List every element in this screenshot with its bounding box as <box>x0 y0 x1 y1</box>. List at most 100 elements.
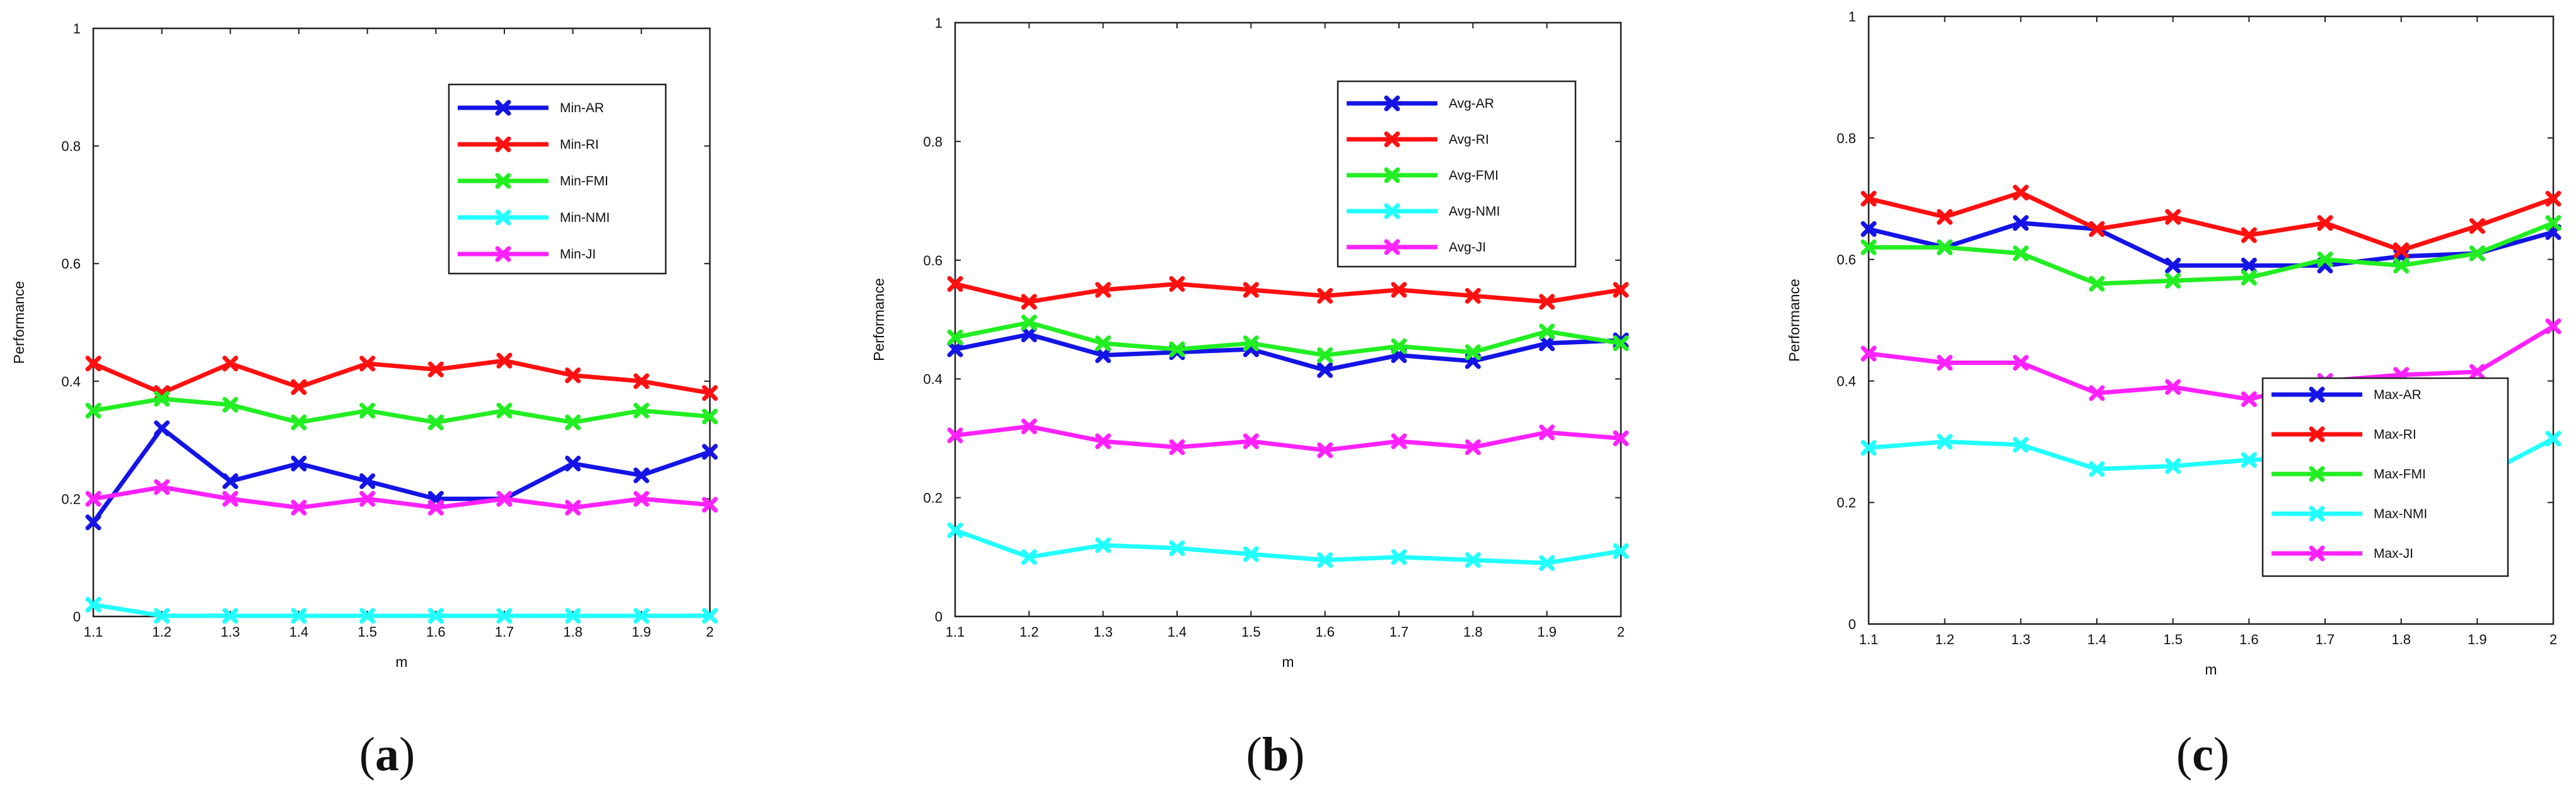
caption-letter: c <box>2192 728 2213 781</box>
series-line <box>93 485 711 510</box>
data-point <box>2469 245 2485 262</box>
data-point <box>702 408 718 425</box>
data-point <box>2317 252 2333 268</box>
x-axis-label: m <box>1282 654 1294 670</box>
legend-label: Min-AR <box>560 101 604 115</box>
data-point <box>291 455 307 471</box>
data-point <box>1384 167 1400 183</box>
data-point <box>1539 555 1555 571</box>
x-tick-label: 1.9 <box>2468 632 2487 647</box>
x-tick-label: 1.2 <box>152 624 171 640</box>
data-point <box>2545 190 2561 207</box>
data-point <box>2469 364 2485 380</box>
data-point <box>1391 282 1407 298</box>
x-tick-label: 1.7 <box>2316 632 2335 647</box>
data-point <box>2317 215 2333 231</box>
data-point <box>291 499 307 516</box>
data-point <box>496 490 513 507</box>
legend-item: Avg-NMI <box>1347 203 1500 219</box>
y-tick-label: 0.8 <box>61 139 81 154</box>
data-point <box>359 356 376 372</box>
data-point <box>1021 294 1037 310</box>
x-tick-label: 1.3 <box>221 624 240 640</box>
panel-caption: (b) <box>1246 728 1305 781</box>
y-tick-label: 0.4 <box>923 371 943 387</box>
series-line <box>1868 324 2555 402</box>
series-line <box>954 528 1622 565</box>
series-line <box>954 320 1622 358</box>
data-point <box>702 497 718 513</box>
y-tick-label: 1 <box>1848 9 1856 25</box>
data-point <box>85 490 102 507</box>
y-tick-label: 0.2 <box>61 491 81 507</box>
chart-panel-c: 00.20.40.60.811.1 1.2 1.3 1.4 1.5 1.6 1.7 1.8 1.… <box>1786 9 2561 781</box>
y-tick-label: 0.4 <box>61 374 81 390</box>
data-point <box>1317 552 1333 569</box>
y-axis-label: Performance <box>871 278 887 361</box>
data-point <box>496 352 513 369</box>
data-point <box>222 490 238 507</box>
series-line <box>93 396 711 425</box>
legend-item: Avg-FMI <box>1347 167 1499 183</box>
data-point <box>1095 282 1111 298</box>
x-tick-label: 1.4 <box>1168 624 1187 640</box>
series-group <box>947 275 1629 571</box>
data-point <box>2012 185 2029 201</box>
legend-box <box>2261 377 2509 577</box>
data-point <box>2309 506 2325 522</box>
y-tick-label: 0.2 <box>1836 495 1856 511</box>
data-point <box>1465 552 1481 569</box>
caption-letter: a <box>375 728 399 781</box>
data-point <box>1317 287 1333 304</box>
series-line <box>954 332 1622 373</box>
y-tick-label: 0.6 <box>1836 252 1856 268</box>
legend-item: Max-FMI <box>2271 466 2426 482</box>
data-point <box>2241 391 2257 407</box>
data-point <box>1243 546 1259 562</box>
data-point <box>1465 287 1481 304</box>
legend: Min-AR Min-RI Min-FMI Min-NMI Min-JI <box>448 83 667 275</box>
x-axis-label: m <box>395 654 407 670</box>
x-tick-label: 1.5 <box>1241 624 1261 640</box>
x-tick-label: 1.2 <box>1019 624 1039 640</box>
data-point <box>495 136 511 153</box>
data-point <box>1095 537 1111 553</box>
x-tick-label: 1.5 <box>2163 632 2183 647</box>
x-tick-label: 1.8 <box>1463 624 1483 640</box>
data-point <box>222 396 238 413</box>
series-max-ri <box>1860 185 2561 258</box>
data-point <box>1613 430 1629 446</box>
chart-panel-b: 00.20.40.60.811.1 1.2 1.3 1.4 1.5 1.6 1.7 1.8 1.… <box>871 15 1629 781</box>
x-tick-label: 1.9 <box>632 624 651 640</box>
data-point <box>427 414 444 431</box>
legend-label: Max-NMI <box>2374 507 2427 521</box>
data-point <box>1243 282 1259 298</box>
legend-label: Avg-FMI <box>1449 168 1499 183</box>
data-point <box>85 402 102 419</box>
x-tick-label: 2 <box>1617 624 1625 640</box>
plot-frame <box>954 21 1622 618</box>
series-group <box>85 352 718 624</box>
x-tick-label: 2 <box>706 624 714 640</box>
data-point <box>222 356 238 372</box>
data-point <box>565 367 581 383</box>
y-axis: 0 0.2 0.4 0.6 0.8 1 <box>923 15 1621 625</box>
data-point <box>2165 257 2181 274</box>
data-point <box>2012 215 2029 231</box>
series-max-fmi <box>1860 215 2561 292</box>
data-point <box>359 402 376 419</box>
legend: Avg-AR Avg-RI Avg-FMI Avg-NMI Avg-JI <box>1337 80 1577 268</box>
data-point <box>85 356 102 372</box>
caption-close-paren: ) <box>2213 728 2229 781</box>
data-point <box>1391 433 1407 449</box>
series-line <box>93 602 710 618</box>
data-point <box>947 522 963 538</box>
panel-caption: (c) <box>2176 728 2229 781</box>
data-point <box>2012 437 2029 453</box>
y-axis-label: Performance <box>11 281 27 364</box>
data-point <box>2309 545 2325 562</box>
x-tick-label: 1.6 <box>426 624 446 640</box>
caption-close-paren: ) <box>1289 728 1304 781</box>
data-point <box>1021 549 1037 565</box>
data-point <box>1937 354 1953 371</box>
